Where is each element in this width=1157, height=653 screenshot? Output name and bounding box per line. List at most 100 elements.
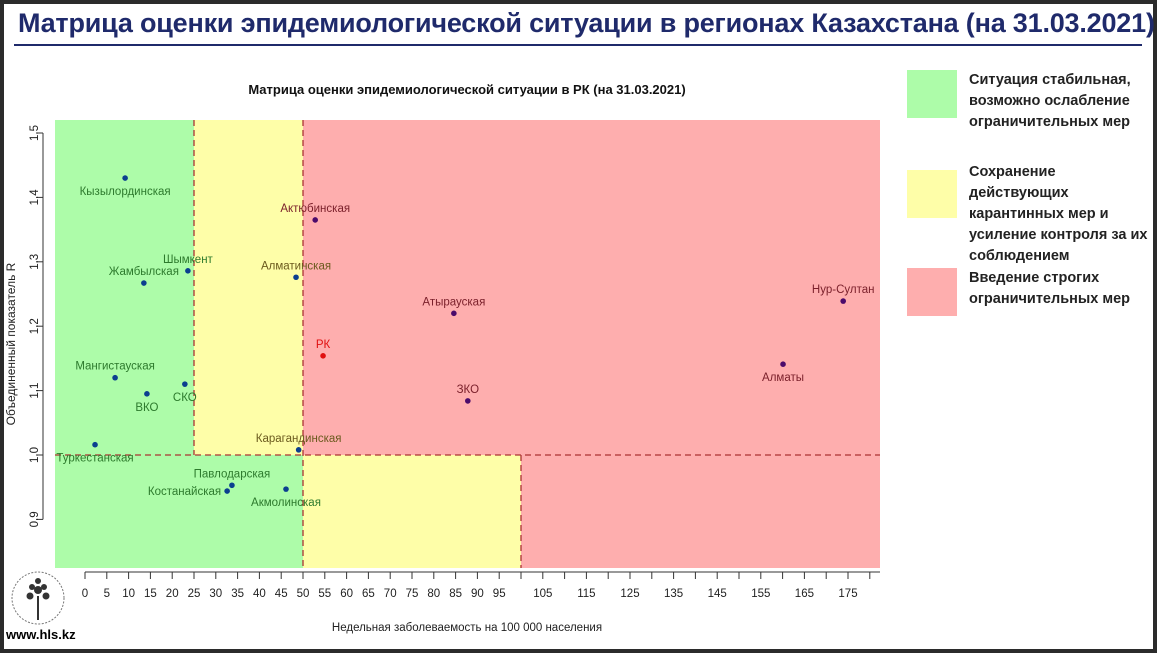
x-tick-label: 20: [166, 588, 179, 600]
x-tick-label: 45: [275, 588, 288, 600]
data-point: Мангистауская: [75, 361, 155, 381]
y-tick-label: 1.5: [29, 125, 41, 141]
website-url: www.hls.kz: [6, 627, 76, 642]
y-axis-label: Объединенный показатель R: [4, 262, 18, 425]
point-marker: [141, 280, 147, 286]
point-marker: [229, 482, 235, 489]
data-point: Нур-Султан: [812, 284, 875, 304]
x-tick-label: 40: [253, 588, 266, 600]
point-marker: [185, 268, 191, 274]
point-marker: [451, 310, 457, 317]
x-tick-label: 50: [297, 588, 310, 600]
y-tick-label: 1.3: [29, 254, 41, 270]
zone-red-upper: [303, 120, 880, 455]
point-marker: [144, 391, 150, 397]
data-point: Карагандинская: [256, 433, 342, 453]
x-tick-label: 165: [795, 588, 814, 600]
point-marker: [283, 486, 289, 492]
point-label: ВКО: [135, 402, 158, 414]
data-point: Павлодарская: [194, 468, 271, 489]
point-label: Актюбинская: [280, 203, 350, 215]
legend-swatch: [907, 170, 957, 218]
data-point: Кызылординская: [80, 175, 171, 198]
data-point: Шымкент: [163, 254, 214, 274]
x-tick-label: 35: [231, 588, 244, 600]
data-point: Акмолинская: [251, 486, 321, 509]
point-label: Нур-Султан: [812, 284, 875, 296]
point-label: Карагандинская: [256, 433, 342, 445]
point-label: Туркестанская: [56, 453, 133, 465]
data-point: ЗКО: [457, 384, 480, 404]
zone-yellow-upper: [194, 120, 303, 455]
page-title: Матрица оценки эпидемиологической ситуац…: [18, 8, 1155, 38]
x-tick-label: 75: [406, 588, 419, 600]
point-label: Мангистауская: [75, 361, 155, 373]
point-label: Кызылординская: [80, 186, 171, 198]
point-marker: [224, 488, 230, 494]
legend-swatch: [907, 268, 957, 316]
x-tick-label: 0: [82, 588, 88, 600]
data-point: Атырауская: [422, 296, 485, 317]
x-tick-label: 15: [144, 588, 157, 600]
point-marker: [320, 353, 326, 359]
x-tick-label: 95: [493, 588, 506, 600]
point-label: Атырауская: [422, 296, 485, 308]
data-point: СКО: [173, 381, 197, 404]
point-marker: [295, 447, 302, 453]
data-point: Алматинская: [261, 260, 331, 281]
point-marker: [312, 217, 319, 223]
data-point: РК: [316, 339, 331, 359]
legend-swatch: [907, 70, 957, 118]
hls-logo: [11, 571, 65, 625]
x-tick-label: 175: [838, 588, 857, 600]
x-tick-label: 55: [318, 588, 331, 600]
legend-text: Введение строгих ограничительных мер: [969, 270, 1130, 307]
data-point: Жамбылская: [109, 266, 179, 286]
x-tick-label: 135: [664, 588, 683, 600]
legend-item: Ситуация стабильная, возможно ослабление…: [907, 70, 1131, 133]
zone-red-lower: [521, 455, 880, 568]
point-marker: [122, 175, 128, 181]
x-tick-label: 85: [449, 588, 462, 600]
point-label: Акмолинская: [251, 497, 321, 509]
x-tick-label: 155: [751, 588, 770, 600]
legend-item: Сохранение действующих карантинных мер и…: [907, 162, 1157, 267]
point-label: Жамбылская: [109, 266, 179, 278]
x-tick-label: 65: [362, 588, 375, 600]
x-tick-label: 10: [122, 588, 135, 600]
x-tick-label: 80: [427, 588, 440, 600]
point-marker: [840, 298, 847, 304]
x-tick-label: 30: [209, 588, 222, 600]
legend-text: Сохранение действующих карантинных мер и…: [969, 164, 1148, 264]
point-marker: [780, 361, 786, 367]
x-tick-label: 115: [577, 588, 595, 600]
y-tick-label: 1.0: [29, 447, 41, 463]
data-point: Актюбинская: [280, 203, 350, 223]
point-label: Алматинская: [261, 260, 331, 272]
y-tick-label: 1.4: [29, 189, 41, 206]
legend-text: Ситуация стабильная, возможно ослабление…: [969, 72, 1131, 130]
point-marker: [92, 441, 98, 448]
y-tick-label: 0.9: [29, 511, 41, 527]
y-tick-label: 1.2: [29, 318, 41, 334]
point-label: Костанайская: [148, 486, 221, 498]
point-label: СКО: [173, 392, 197, 404]
point-marker: [182, 381, 188, 387]
data-point: Алматы: [762, 361, 804, 384]
data-point: ВКО: [135, 391, 159, 414]
point-marker: [465, 398, 471, 404]
x-tick-label: 90: [471, 588, 484, 600]
title-divider: [14, 44, 1142, 46]
point-label: РК: [316, 339, 331, 351]
data-point: Костанайская: [148, 486, 230, 498]
x-tick-label: 70: [384, 588, 397, 600]
x-tick-label: 25: [188, 588, 201, 600]
point-label: ЗКО: [457, 384, 480, 396]
point-marker: [293, 274, 299, 281]
x-tick-label: 145: [708, 588, 727, 600]
point-label: Павлодарская: [194, 468, 271, 480]
legend-item: Введение строгих ограничительных мер: [907, 268, 1130, 316]
zone-green-upper: [55, 120, 194, 455]
x-tick-label: 105: [533, 588, 552, 600]
